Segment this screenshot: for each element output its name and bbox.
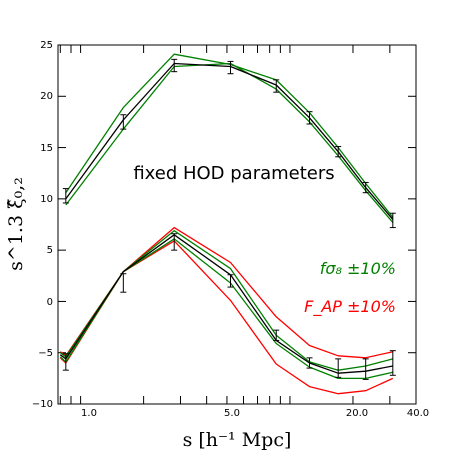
series-lower-fiducial bbox=[59, 234, 393, 374]
series-upper-fsigma8-low bbox=[65, 62, 394, 223]
x-tick-label-40: 40.0 bbox=[407, 408, 429, 419]
x-tick-label-20: 20.0 bbox=[346, 408, 368, 419]
series-upper-fiducial bbox=[65, 62, 394, 220]
annotation-fap: F_AP ±10% bbox=[304, 297, 396, 317]
y-tick-label-neg10: −10 bbox=[32, 399, 53, 410]
series-upper-fsigma8-high bbox=[65, 53, 394, 218]
plot-frame bbox=[57, 44, 417, 405]
y-tick-label-neg5: −5 bbox=[38, 348, 53, 359]
x-tick-label-1: 1.0 bbox=[81, 408, 97, 419]
y-tick-label-20: 20 bbox=[40, 91, 53, 102]
series-lower-fsigma8-low bbox=[59, 238, 393, 380]
x-tick-label-5: 5.0 bbox=[224, 408, 240, 419]
y-tick-label-5: 5 bbox=[47, 245, 53, 256]
y-tick-label-25: 25 bbox=[40, 40, 53, 51]
y-tick-label-15: 15 bbox=[40, 143, 53, 154]
x-axis-label: s [h⁻¹ Mpc] bbox=[183, 429, 292, 451]
series-group bbox=[59, 53, 394, 395]
errorbars-group bbox=[62, 58, 396, 380]
annotation-fixed-hod: fixed HOD parameters bbox=[133, 163, 334, 184]
y-axis-label: s^1.3 ξ̂₀,₂ bbox=[5, 177, 27, 271]
y-tick-label-0: 0 bbox=[47, 297, 53, 308]
y-tick-label-10: 10 bbox=[40, 194, 53, 205]
ticks bbox=[58, 44, 417, 405]
annotation-fsigma8: fσ₈ ±10% bbox=[320, 259, 396, 278]
